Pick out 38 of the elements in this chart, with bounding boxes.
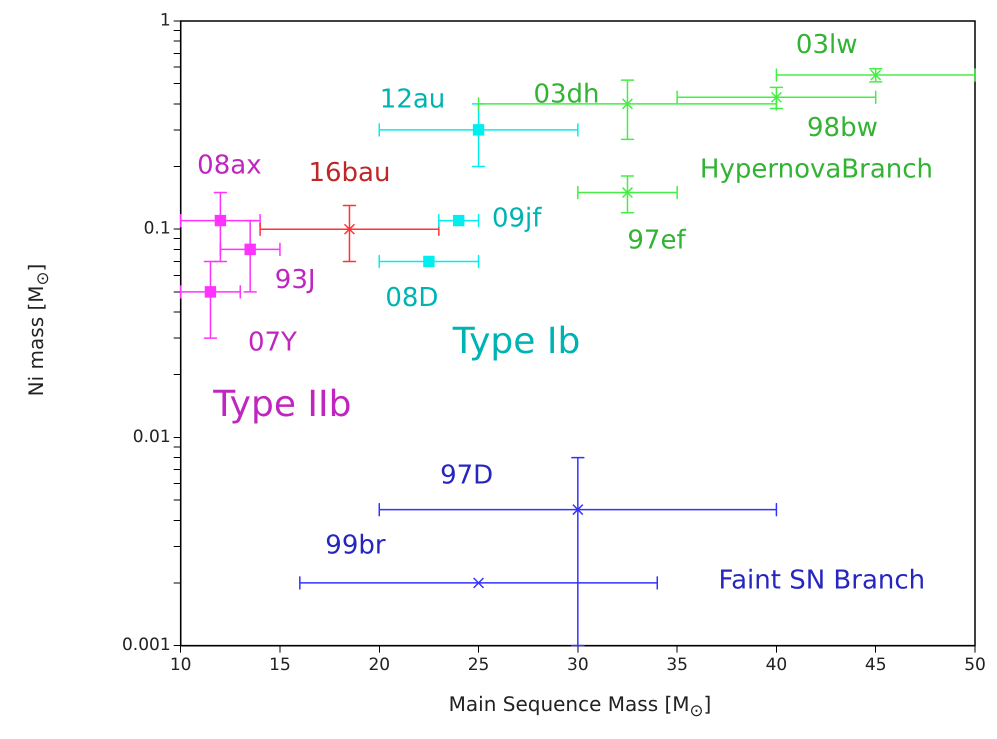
x-tick-label: 35 <box>666 655 688 676</box>
annotation: 98bw <box>806 113 878 144</box>
point <box>622 98 634 110</box>
annotation: 99br <box>325 530 386 561</box>
annotation: 93J <box>274 265 316 296</box>
x-tick-label: 40 <box>766 655 788 676</box>
point <box>572 504 584 516</box>
point <box>344 224 356 235</box>
annotation: 97ef <box>627 225 686 256</box>
x-axis-title: Main Sequence Mass [M$_{⊙}$] <box>448 692 712 720</box>
x-tick-label: 25 <box>468 655 490 676</box>
series-label: Type Ib <box>452 321 580 362</box>
text: Type IIb <box>212 384 352 425</box>
annotation: 03dh <box>533 80 600 110</box>
annotation: 09jf <box>492 203 542 234</box>
annotation: 16bau <box>308 158 390 188</box>
y-tick-label: 1 <box>160 10 171 30</box>
x-tick-label: 15 <box>269 655 291 676</box>
x-tick-label: 45 <box>864 655 887 676</box>
point <box>452 214 464 226</box>
annotation: 08D <box>385 283 438 314</box>
y-tick-label: 0.1 <box>144 218 171 239</box>
point <box>770 92 782 104</box>
annotation: 12au <box>380 84 446 115</box>
x-tick-label: 50 <box>964 655 986 676</box>
point <box>622 186 634 198</box>
text: Faint SN Branch <box>718 565 926 596</box>
y-tick-label: 0.01 <box>132 426 171 447</box>
y-tick-label: 0.001 <box>122 635 171 656</box>
annotation: 97D <box>440 460 494 490</box>
x-tick-label: 10 <box>170 655 192 676</box>
point <box>472 577 484 589</box>
annotation: 08ax <box>197 150 262 180</box>
annotation: 07Y <box>248 328 298 358</box>
x-tick-label: 20 <box>368 655 390 676</box>
annotation: 03lw <box>796 30 858 60</box>
text: HypernovaBranch <box>700 154 934 185</box>
x-tick-label: 30 <box>567 655 589 676</box>
